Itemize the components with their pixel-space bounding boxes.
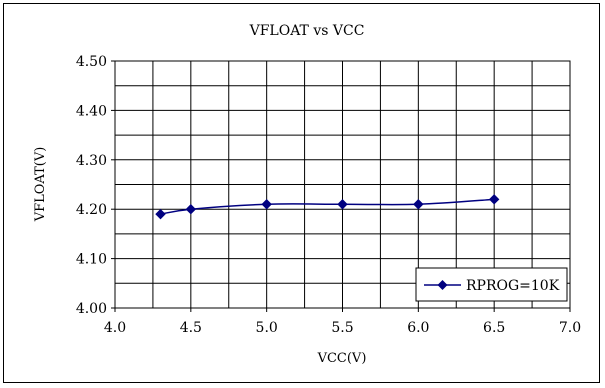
data-point-marker xyxy=(413,199,424,210)
chart-frame xyxy=(3,3,600,383)
x-tick-label: 4.0 xyxy=(104,320,126,336)
legend-series-marker xyxy=(437,280,448,290)
y-tick-label: 4.40 xyxy=(76,103,107,119)
x-tick-label: 6.0 xyxy=(407,320,429,336)
grid xyxy=(115,61,570,308)
data-point-marker xyxy=(155,208,166,220)
y-tick-label: 4.10 xyxy=(76,252,107,268)
series-line xyxy=(160,198,495,215)
data-point-marker xyxy=(185,203,197,215)
chart-title: VFLOAT vs VCC xyxy=(249,23,365,39)
x-axis-label: VCC(V) xyxy=(317,351,367,366)
y-tick-label: 4.50 xyxy=(76,54,107,70)
y-tick-labels: 4.50 4.40 4.30 4.20 4.10 4.00 xyxy=(76,54,115,317)
legend: RPROG=10K xyxy=(415,267,568,302)
x-tick-label: 6.5 xyxy=(483,320,505,336)
x-tick-label: 4.5 xyxy=(180,320,202,336)
y-axis-label: VFLOAT(V) xyxy=(33,147,48,223)
y-tick-label: 4.20 xyxy=(76,202,107,218)
x-tick-label: 5.5 xyxy=(331,320,353,336)
data-point-marker xyxy=(488,194,500,205)
x-tick-labels: 4.0 4.5 5.0 5.5 6.0 6.5 7.0 xyxy=(104,308,581,336)
data-point-marker xyxy=(261,199,272,210)
series-group xyxy=(155,194,500,220)
x-tick-label: 5.0 xyxy=(256,320,278,336)
y-tick-label: 4.30 xyxy=(76,153,107,169)
y-tick-label: 4.00 xyxy=(76,301,107,317)
x-tick-label: 7.0 xyxy=(559,320,581,336)
data-point-marker xyxy=(337,199,348,210)
legend-series-label: RPROG=10K xyxy=(466,278,560,294)
